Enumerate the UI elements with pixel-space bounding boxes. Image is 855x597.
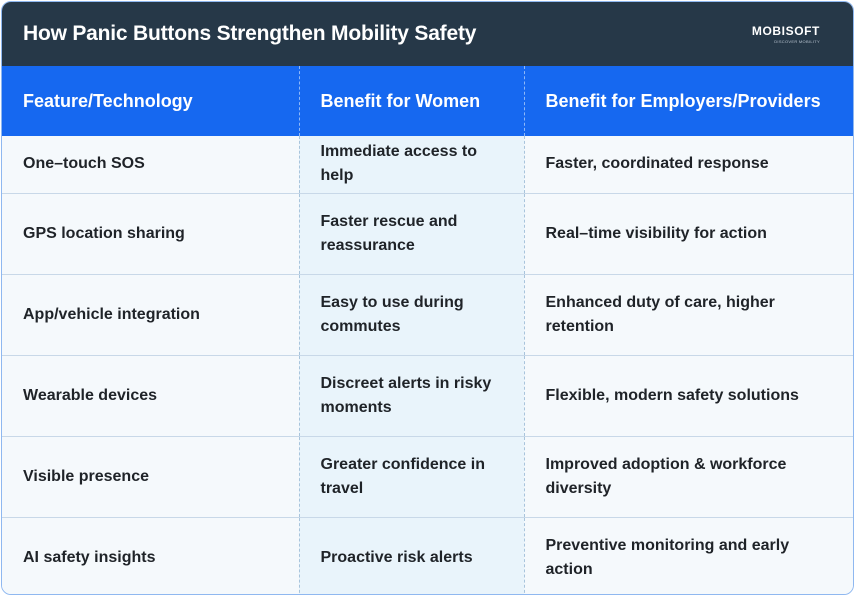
title-bar: How Panic Buttons Strengthen Mobility Sa…: [2, 2, 853, 66]
table-row: Visible presence Greater confidence in t…: [2, 435, 853, 517]
logo-text: MOBISOFT: [751, 24, 820, 38]
table-header-row: Feature/Technology Benefit for Women Ben…: [2, 66, 853, 136]
table-cell-employers: Preventive monitoring and early action: [523, 516, 853, 594]
table-cell-feature: Visible presence: [2, 435, 299, 517]
table-row: App/vehicle integration Easy to use duri…: [2, 273, 853, 355]
table-cell-employers: Enhanced duty of care, higher retention: [523, 273, 853, 355]
table-row: AI safety insights Proactive risk alerts…: [2, 516, 853, 594]
table-cell-employers: Real–time visibility for action: [523, 192, 853, 274]
logo-tagline: DISCOVER MOBILITY: [774, 39, 820, 44]
table-row: Wearable devices Discreet alerts in risk…: [2, 354, 853, 436]
table-cell-women: Easy to use during commutes: [298, 273, 524, 355]
column-header-women: Benefit for Women: [298, 66, 524, 136]
column-header-employers: Benefit for Employers/Providers: [523, 66, 853, 136]
table-cell-women: Immediate access to help: [298, 136, 524, 193]
table-cell-feature: One–touch SOS: [2, 136, 299, 193]
table-cell-feature: Wearable devices: [2, 354, 299, 436]
table-row: GPS location sharing Faster rescue and r…: [2, 192, 853, 274]
table-cell-feature: AI safety insights: [2, 516, 299, 594]
mobisoft-logo: MOBISOFT DISCOVER MOBILITY: [752, 24, 820, 44]
table-cell-women: Greater confidence in travel: [298, 435, 524, 517]
page-title: How Panic Buttons Strengthen Mobility Sa…: [23, 22, 477, 45]
table-cell-employers: Improved adoption & workforce diversity: [523, 435, 853, 517]
table-cell-feature: GPS location sharing: [2, 192, 299, 274]
table-cell-employers: Faster, coordinated response: [523, 136, 853, 193]
table-cell-feature: App/vehicle integration: [2, 273, 299, 355]
table-cell-women: Faster rescue and reassurance: [298, 192, 524, 274]
column-header-feature: Feature/Technology: [2, 66, 299, 136]
table-cell-employers: Flexible, modern safety solutions: [523, 354, 853, 436]
table-cell-women: Discreet alerts in risky moments: [298, 354, 524, 436]
table-row: One–touch SOS Immediate access to help F…: [2, 136, 853, 193]
comparison-table: Feature/Technology Benefit for Women Ben…: [2, 66, 853, 594]
table-cell-women: Proactive risk alerts: [298, 516, 524, 594]
